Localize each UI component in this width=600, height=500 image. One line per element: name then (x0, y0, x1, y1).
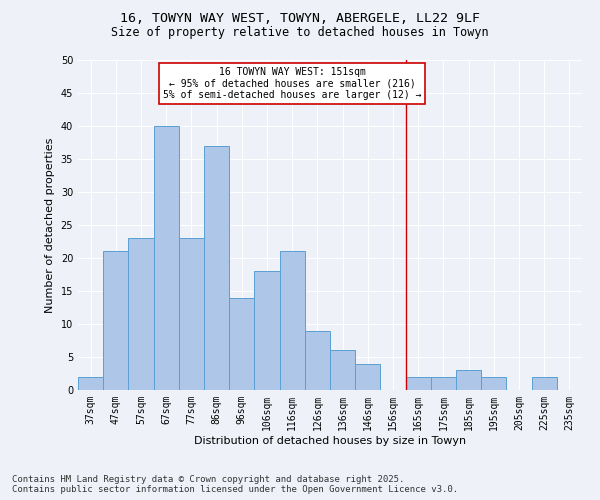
Bar (280, 252, 305, 390)
Y-axis label: Number of detached properties: Number of detached properties (45, 138, 55, 312)
Bar (254, 271, 280, 390)
Bar (532, 377, 557, 390)
Text: 16 TOWYN WAY WEST: 151sqm
← 95% of detached houses are smaller (216)
5% of semi-: 16 TOWYN WAY WEST: 151sqm ← 95% of detac… (163, 66, 421, 100)
X-axis label: Distribution of detached houses by size in Towyn: Distribution of detached houses by size … (194, 436, 466, 446)
Bar (154, 126, 179, 390)
Bar (204, 146, 229, 390)
Text: Size of property relative to detached houses in Towyn: Size of property relative to detached ho… (111, 26, 489, 39)
Bar (456, 370, 481, 390)
Bar (128, 238, 154, 390)
Bar (355, 364, 380, 390)
Bar (229, 298, 254, 390)
Bar (78, 377, 103, 390)
Bar (481, 377, 506, 390)
Bar (431, 377, 456, 390)
Text: 16, TOWYN WAY WEST, TOWYN, ABERGELE, LL22 9LF: 16, TOWYN WAY WEST, TOWYN, ABERGELE, LL2… (120, 12, 480, 26)
Bar (305, 330, 330, 390)
Text: Contains HM Land Registry data © Crown copyright and database right 2025.
Contai: Contains HM Land Registry data © Crown c… (12, 474, 458, 494)
Bar (179, 238, 204, 390)
Bar (330, 350, 355, 390)
Bar (406, 377, 431, 390)
Bar (103, 252, 128, 390)
